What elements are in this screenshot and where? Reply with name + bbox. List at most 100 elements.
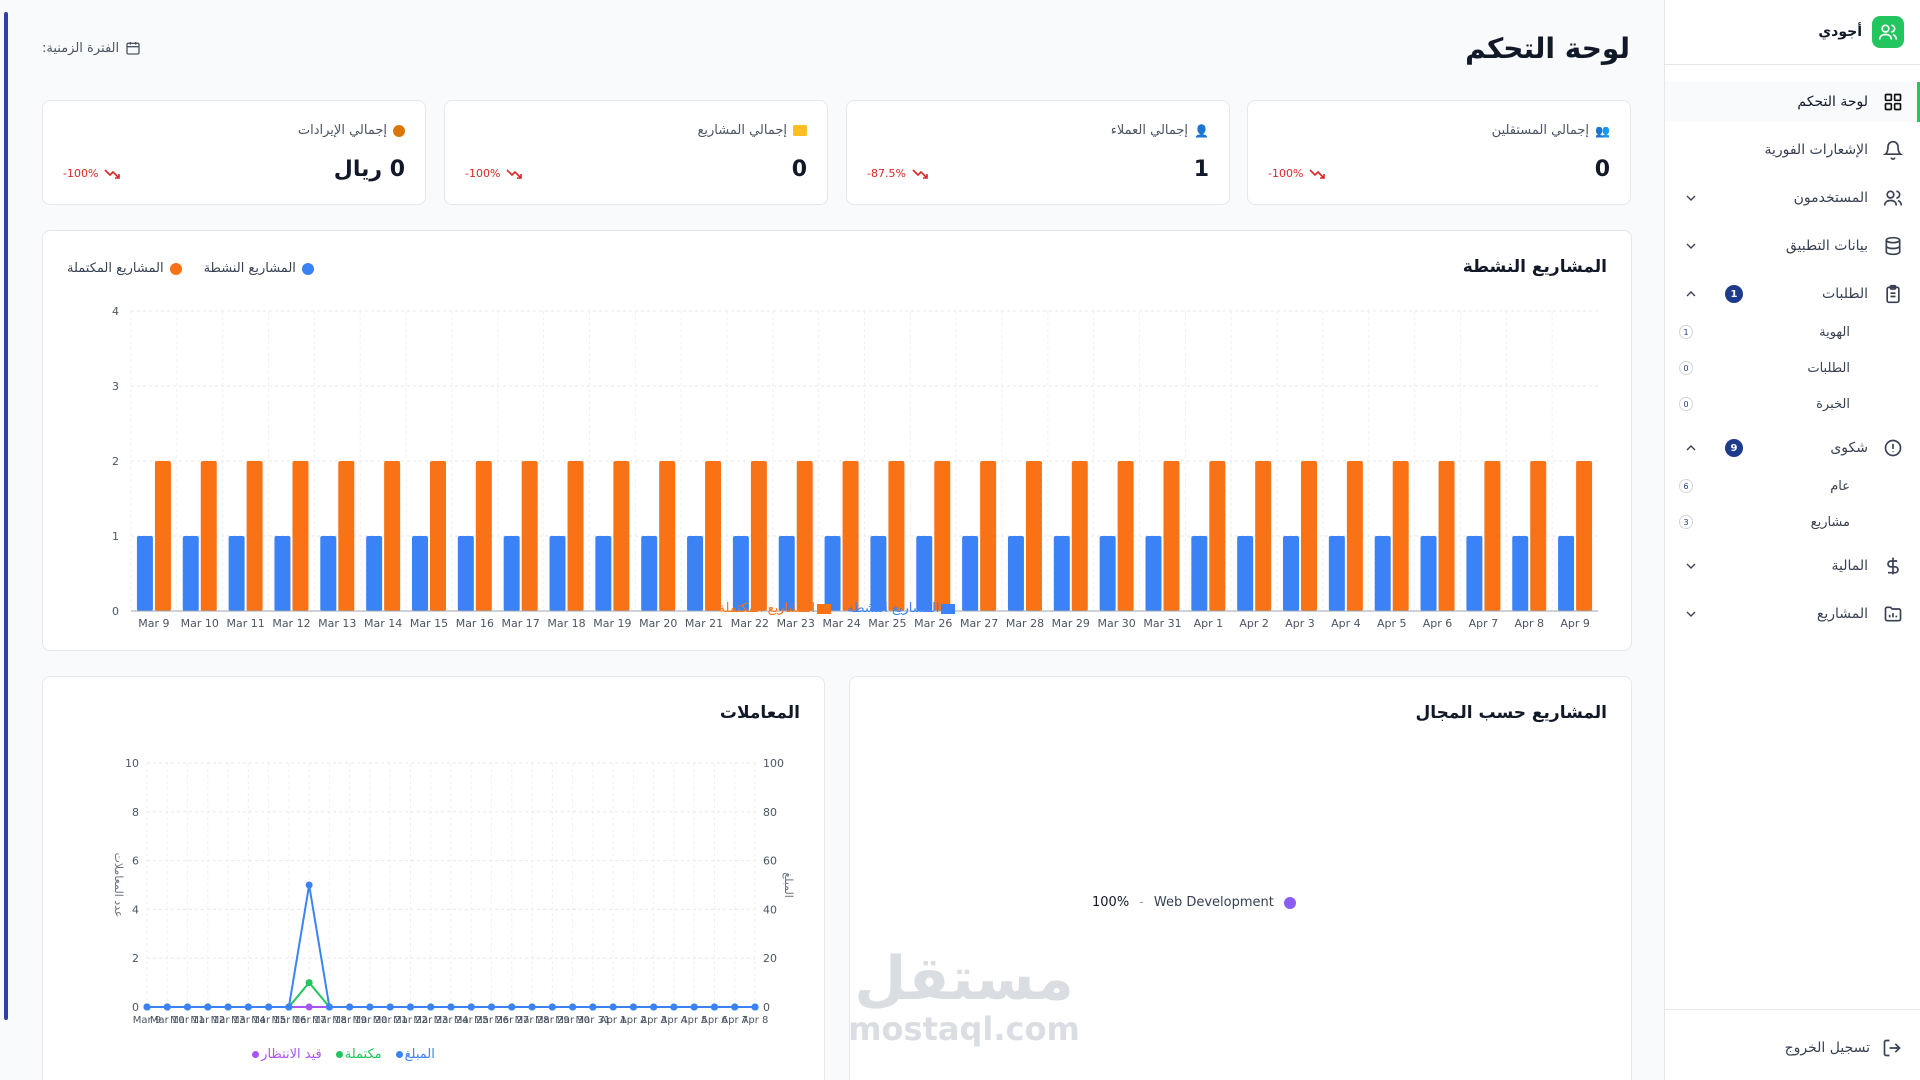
x-tick-label: Mar 9 [133,1015,161,1026]
x-tick-label: Mar 23 [777,617,815,630]
legend-item-active[interactable]: المشاريع النشطة [847,601,956,616]
sub-item-projects[interactable]: مشاريع 3 [1665,504,1920,540]
clipboard-icon [1882,283,1904,305]
sidebar-item-requests[interactable]: الطلبات 1 [1665,274,1920,314]
stat-value: 0 [791,157,807,182]
count-badge: 1 [1725,285,1743,303]
data-point [325,1003,333,1011]
pie-legend-item[interactable]: 100% - Web Development [1092,895,1296,910]
bar-completed [1071,461,1088,611]
stat-change: -100% [1268,167,1304,180]
sub-count: 1 [1679,325,1693,339]
data-point [305,979,313,987]
sidebar-item-label: المالية [1831,558,1868,574]
sidebar-item-finance[interactable]: المالية [1665,546,1920,586]
sidebar-item-dashboard[interactable]: لوحة التحكم [1665,82,1920,122]
data-point [569,1003,577,1011]
chevron-down-icon[interactable] [1683,190,1699,206]
brand[interactable]: أجودي [1818,16,1904,48]
sidebar-item-label: المستخدمون [1793,190,1868,206]
chevron-down-icon[interactable] [1683,606,1699,622]
bar-completed [200,461,217,611]
data-point [528,1003,536,1011]
sub-item-label: عام [1830,478,1850,494]
period-selector[interactable]: الفترة الزمنية: [42,40,141,56]
sidebar-item-projects[interactable]: المشاريع [1665,594,1920,634]
x-tick-label: Mar 10 [181,617,219,630]
bar-active [136,536,153,611]
stat-label: إجمالي العملاء [1110,123,1189,138]
money-bag-icon [393,124,405,137]
pie-percent: 100% [1092,895,1130,910]
data-point [427,1003,435,1011]
bar-completed [338,461,355,611]
data-point [386,1003,394,1011]
x-tick-label: Mar 15 [251,1015,286,1026]
x-tick-label: Mar 19 [332,1015,367,1026]
bar-active [916,536,933,611]
count-badge: 9 [1725,439,1743,457]
data-point [366,1003,374,1011]
legend-swatch [817,603,832,614]
x-tick-label: Mar 18 [312,1015,347,1026]
data-point [710,1003,718,1011]
bar-completed [934,461,951,611]
y-tick-label-left: 4 [132,903,139,916]
legend-item-completed[interactable]: المشاريع المكتملة [719,601,832,616]
bar-active [274,536,291,611]
bell-icon [1882,139,1904,161]
legend-swatch [941,603,956,614]
bar-active [1374,536,1391,611]
legend-dot [252,1051,260,1058]
data-point [224,1003,232,1011]
data-point [467,1003,475,1011]
legend-item-pending[interactable]: قيد الانتظار [252,1047,322,1062]
legend-item-amount[interactable]: المبلغ [395,1047,435,1062]
legend-item-completed[interactable]: مكتملة [335,1047,382,1062]
calendar-icon [126,42,140,55]
sidebar-item-complaints[interactable]: شكوى 9 [1665,428,1920,468]
bar-active [1007,536,1024,611]
x-tick-label: Mar 24 [434,1015,469,1026]
page-title: لوحة التحكم [1465,32,1630,65]
x-tick-label: Apr 3 [640,1015,667,1026]
bar-active [962,536,979,611]
chevron-up-icon[interactable] [1683,286,1699,302]
legend-item-active[interactable]: المشاريع النشطة [204,261,314,276]
chart-title: المشاريع حسب المجال [1415,703,1607,723]
legend-item-completed[interactable]: المشاريع المكتملة [67,261,182,276]
bar-completed [384,461,401,611]
sidebar-item-users[interactable]: المستخدمون [1665,178,1920,218]
stat-change: -100% [465,167,501,180]
legend-label: مكتملة [344,1047,382,1062]
data-point [670,1003,678,1011]
sub-item-requests[interactable]: الطلبات 0 [1665,350,1920,386]
active-projects-card: المشاريع النشطة المشاريع النشطة المشاريع… [42,230,1632,651]
bar-completed [429,461,446,611]
x-tick-label: Mar 15 [410,617,448,630]
bar-active [549,536,566,611]
sidebar-item-notifications[interactable]: الإشعارات الفورية [1665,130,1920,170]
sub-item-general[interactable]: عام 6 [1665,468,1920,504]
logout-button[interactable]: تسجيل الخروج [1785,1038,1902,1058]
chevron-down-icon[interactable] [1683,238,1699,254]
pie-label: Web Development [1153,895,1274,910]
bar-completed [1392,461,1409,611]
stat-change: -100% [63,167,99,180]
data-point [508,1003,516,1011]
sub-item-identity[interactable]: الهوية 1 [1665,314,1920,350]
sub-item-experience[interactable]: الخبرة 0 [1665,386,1920,422]
data-point [204,1003,212,1011]
x-tick-label: Mar 9 [138,617,169,630]
legend-label: المشاريع النشطة [203,261,296,276]
bar-completed [705,461,722,611]
bar-active [457,536,474,611]
bar-chart: 0 1 2 3 4 Mar 9 Mar 10 Mar 11 Mar 12 Mar 13 Mar 14… [112,305,1598,630]
x-tick-label: Mar 11 [170,1015,205,1026]
chevron-down-icon[interactable] [1683,558,1699,574]
x-tick-label: Mar 20 [639,617,677,630]
data-point [163,1003,171,1011]
chevron-up-icon[interactable] [1683,440,1699,456]
sidebar-item-app-data[interactable]: بيانات التطبيق [1665,226,1920,266]
data-point [447,1003,455,1011]
